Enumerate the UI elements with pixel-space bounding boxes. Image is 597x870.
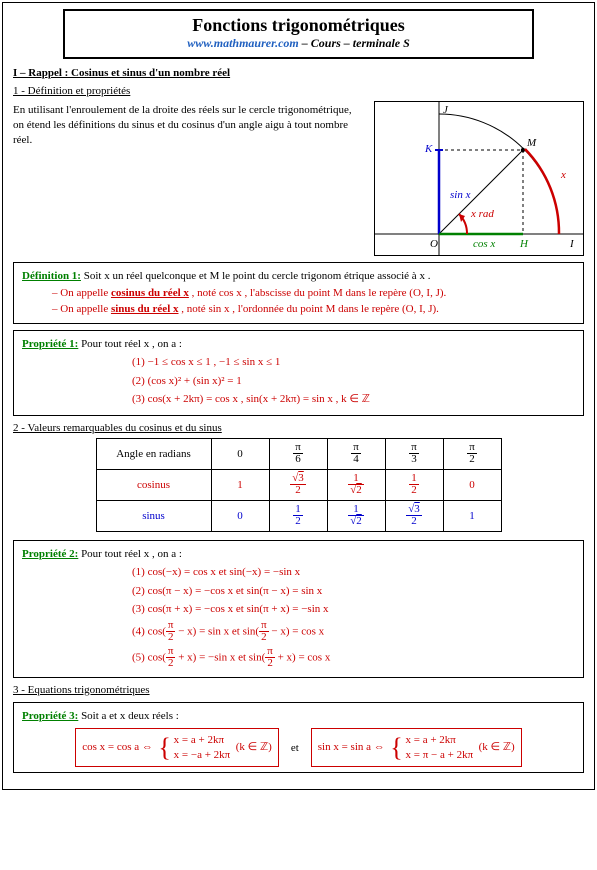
section-1-3-heading: 3 - Equations trigonométriques — [13, 684, 584, 696]
svg-text:H: H — [519, 238, 529, 250]
prop2-eq2: (2) cos(π − x) = −cos x et sin(π − x) = … — [132, 583, 575, 600]
section-1-2-heading: 2 - Valeurs remarquables du cosinus et d… — [13, 422, 584, 434]
property-1-box: Propriété 1: Pour tout réel x , on a : (… — [13, 330, 584, 416]
definition-1-label: Définition 1: — [22, 270, 81, 282]
sin-equation-box: sin x = sin a ⇔ { x = a + 2kπx = π − a +… — [311, 728, 522, 767]
page-title: Fonctions trigonométriques — [65, 15, 532, 36]
th-angle: Angle en radians — [96, 438, 211, 469]
prop2-eq3: (3) cos(π + x) = −cos x et sin(π + x) = … — [132, 601, 575, 618]
cos-equation-box: cos x = cos a ⇔ { x = a + 2kπx = −a + 2k… — [75, 728, 279, 767]
property-3-label: Propriété 3: — [22, 710, 78, 722]
table-row-header: Angle en radians 0 π6 π4 π3 π2 — [96, 438, 501, 469]
svg-text:x: x — [560, 169, 566, 181]
section-1-heading: I – Rappel : Cosinus et sinus d'un nombr… — [13, 67, 584, 79]
page-subtitle: www.mathmaurer.com – Cours – terminale S — [65, 36, 532, 51]
site-link[interactable]: www.mathmaurer.com — [187, 36, 299, 50]
property-2-label: Propriété 2: — [22, 548, 78, 560]
svg-text:O: O — [430, 238, 438, 250]
svg-text:I: I — [569, 238, 575, 250]
svg-text:cos x: cos x — [473, 238, 495, 250]
svg-text:x rad: x rad — [470, 208, 494, 220]
intro-paragraph: En utilisant l'enroulement de la droite … — [13, 101, 364, 256]
table-row-sin: sinus 0 12 1√2 √32 1 — [96, 500, 501, 531]
definition-1-box: Définition 1: Soit x un réel quelconque … — [13, 262, 584, 324]
page: Fonctions trigonométriques www.mathmaure… — [2, 2, 595, 790]
prop2-eq5: (5) cos(π2 + x) = −sin x et sin(π2 + x) … — [132, 646, 575, 670]
property-1-label: Propriété 1: — [22, 338, 78, 350]
property-2-box: Propriété 2: Pour tout réel x , on a : (… — [13, 540, 584, 678]
prop1-eq2: (2) (cos x)² + (sin x)² = 1 — [132, 373, 575, 390]
trig-circle-figure: J K M O H I sin x cos x x x rad — [374, 101, 584, 256]
prop1-eq3: (3) cos(x + 2kπ) = cos x , sin(x + 2kπ) … — [132, 391, 575, 408]
definition-1-line-1: – On appelle cosinus du réel x , noté co… — [22, 285, 575, 302]
svg-text:M: M — [526, 137, 537, 149]
definition-1-line-2: – On appelle sinus du réel x , noté sin … — [22, 301, 575, 318]
title-box: Fonctions trigonométriques www.mathmaure… — [63, 9, 534, 59]
property-3-box: Propriété 3: Soit a et x deux réels : co… — [13, 702, 584, 773]
intro-row: En utilisant l'enroulement de la droite … — [13, 101, 584, 256]
svg-text:K: K — [424, 143, 433, 155]
prop3-equations: cos x = cos a ⇔ { x = a + 2kπx = −a + 2k… — [22, 728, 575, 767]
prop2-eq1: (1) cos(−x) = cos x et sin(−x) = −sin x — [132, 564, 575, 581]
prop1-eq1: (1) −1 ≤ cos x ≤ 1 , −1 ≤ sin x ≤ 1 — [132, 354, 575, 371]
prop2-eq4: (4) cos(π2 − x) = sin x et sin(π2 − x) =… — [132, 620, 575, 644]
section-1-1-heading: 1 - Définition et propriétés — [13, 85, 584, 97]
svg-text:sin x: sin x — [450, 189, 471, 201]
table-row-cos: cosinus 1 √32 1√2 12 0 — [96, 469, 501, 500]
values-table: Angle en radians 0 π6 π4 π3 π2 cosinus 1… — [96, 438, 502, 532]
